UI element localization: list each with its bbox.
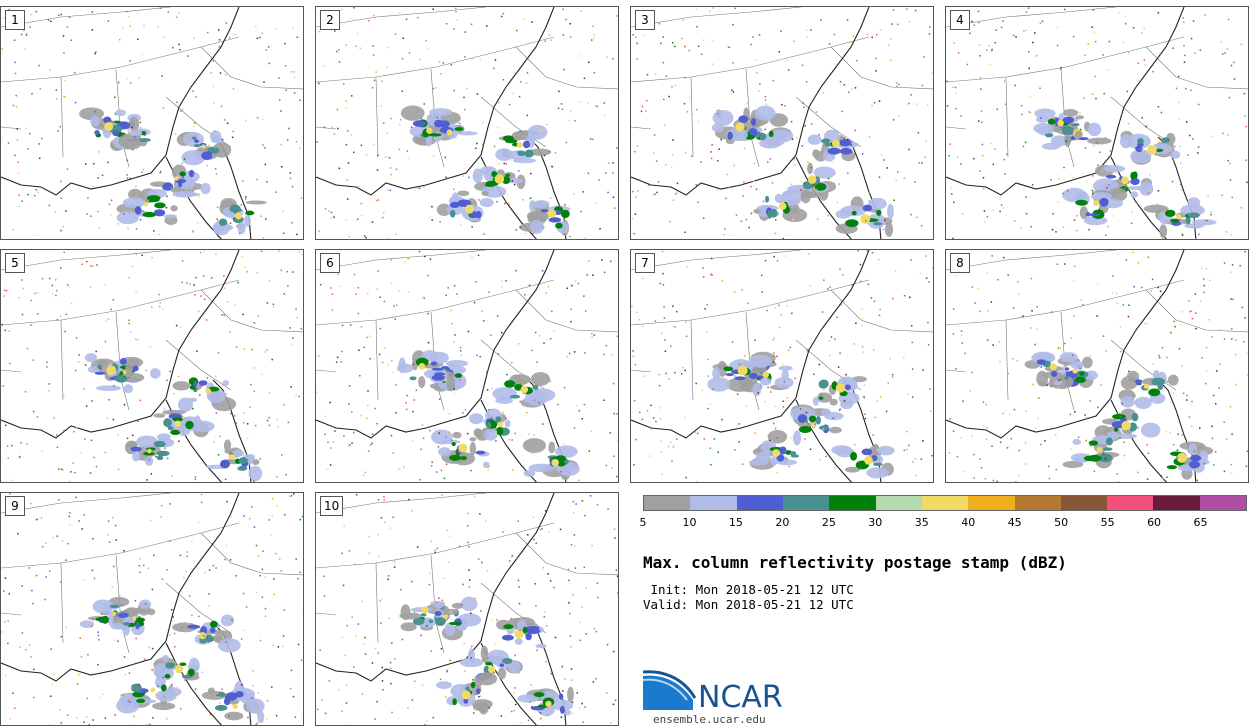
reflectivity-colorbar xyxy=(643,495,1247,511)
member-number-label: 7 xyxy=(635,253,655,273)
colorbar-segment xyxy=(829,496,876,510)
member-number-label: 5 xyxy=(5,253,25,273)
colorbar-tick-labels: 5 10 15 20 25 30 35 40 45 50 55 60 65 xyxy=(639,516,1247,530)
colorbar-tick: 45 xyxy=(1007,516,1022,529)
colorbar-tick: 40 xyxy=(961,516,976,529)
colorbar-tick: 50 xyxy=(1054,516,1069,529)
reflectivity-map-2 xyxy=(316,7,618,239)
reflectivity-map-10 xyxy=(316,493,618,725)
member-number-label: 10 xyxy=(320,496,344,516)
stamp-panel-2: 2 xyxy=(315,6,619,240)
colorbar-tick: 10 xyxy=(682,516,697,529)
member-number-label: 3 xyxy=(635,10,655,30)
colorbar-tick: 25 xyxy=(821,516,836,529)
colorbar-segment xyxy=(1060,496,1108,510)
member-number-label: 4 xyxy=(950,10,970,30)
member-number-label: 2 xyxy=(320,10,340,30)
ncar-logo-text: NCAR xyxy=(698,680,783,715)
colorbar-tick: 20 xyxy=(775,516,790,529)
member-number-label: 9 xyxy=(5,496,25,516)
stamp-panel-8: 8 xyxy=(945,249,1249,483)
reflectivity-map-8 xyxy=(946,250,1248,482)
colorbar-segment xyxy=(736,496,783,510)
reflectivity-map-3 xyxy=(631,7,933,239)
colorbar-segment xyxy=(875,496,922,510)
colorbar-segment xyxy=(1107,496,1154,510)
stamp-panel-5: 5 xyxy=(0,249,304,483)
colorbar-tick: 35 xyxy=(914,516,929,529)
member-number-label: 1 xyxy=(5,10,25,30)
reflectivity-map-9 xyxy=(1,493,303,725)
colorbar-tick: 65 xyxy=(1193,516,1208,529)
colorbar-segment xyxy=(690,496,737,510)
init-time: Init: Mon 2018-05-21 12 UTC xyxy=(643,582,854,597)
reflectivity-map-6 xyxy=(316,250,618,482)
valid-time: Valid: Mon 2018-05-21 12 UTC xyxy=(643,597,854,612)
website-link[interactable]: ensemble.ucar.edu xyxy=(653,713,766,726)
colorbar-tick: 15 xyxy=(728,516,743,529)
ncar-logo-icon xyxy=(643,670,697,710)
member-number-label: 6 xyxy=(320,253,340,273)
reflectivity-map-5 xyxy=(1,250,303,482)
stamp-panel-6: 6 xyxy=(315,249,619,483)
stamp-panel-9: 9 xyxy=(0,492,304,726)
figure-title: Max. column reflectivity postage stamp (… xyxy=(643,553,1067,572)
colorbar-segment xyxy=(1014,496,1061,510)
colorbar-segment xyxy=(1199,496,1247,510)
colorbar-segment xyxy=(644,496,691,510)
colorbar-tick: 60 xyxy=(1147,516,1162,529)
stamp-panel-4: 4 xyxy=(945,6,1249,240)
colorbar-segment xyxy=(1153,496,1200,510)
reflectivity-map-7 xyxy=(631,250,933,482)
reflectivity-map-4 xyxy=(946,7,1248,239)
stamp-panel-1: 1 xyxy=(0,6,304,240)
colorbar-segment xyxy=(782,496,830,510)
stamp-panel-10: 10 xyxy=(315,492,619,726)
stamp-panel-3: 3 xyxy=(630,6,934,240)
stamp-panel-7: 7 xyxy=(630,249,934,483)
reflectivity-map-1 xyxy=(1,7,303,239)
colorbar-tick: 55 xyxy=(1100,516,1115,529)
colorbar-segment xyxy=(921,496,969,510)
colorbar-tick: 30 xyxy=(868,516,883,529)
member-number-label: 8 xyxy=(950,253,970,273)
colorbar-segment xyxy=(968,496,1015,510)
colorbar-tick: 5 xyxy=(639,516,647,529)
